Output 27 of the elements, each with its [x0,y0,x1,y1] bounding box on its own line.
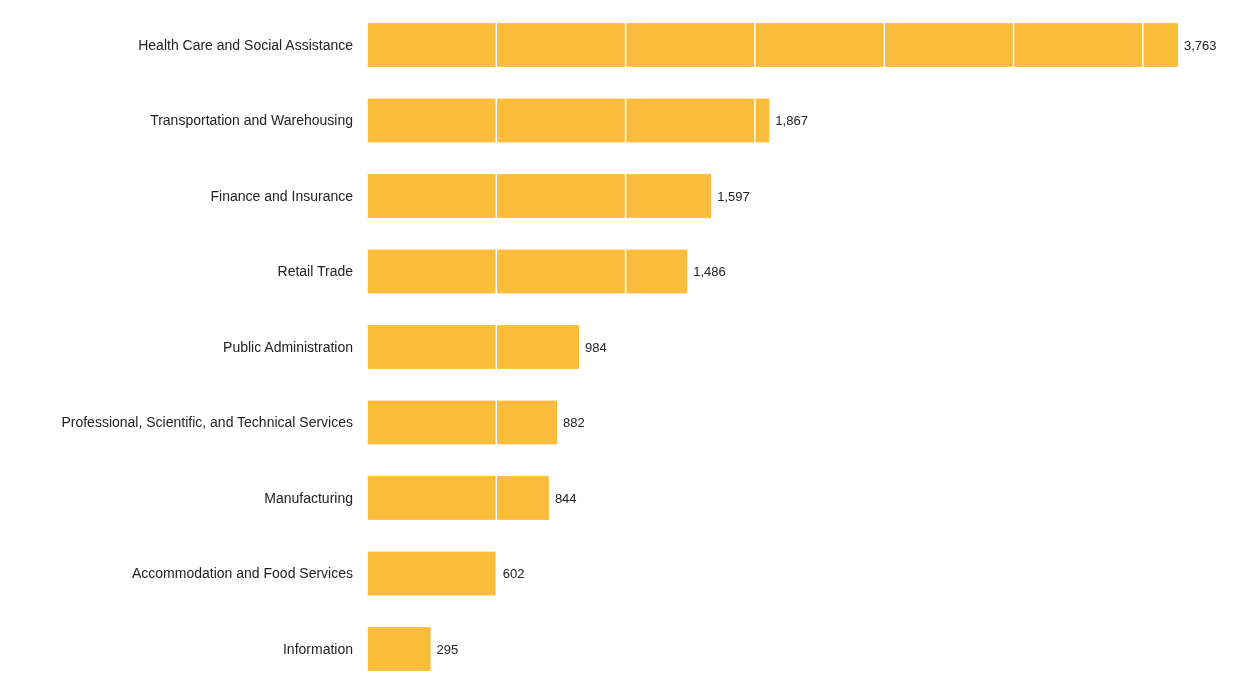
data-label: 984 [585,339,607,355]
y-tick-label: Accommodation and Food Services [132,565,353,582]
data-label: 3,763 [1184,37,1217,53]
y-tick-label: Professional, Scientific, and Technical Services [61,414,353,431]
bar [367,174,712,218]
bar [367,551,497,596]
y-tick-label: Public Administration [223,338,353,355]
bar [367,400,558,445]
y-tick-label: Information [282,640,353,657]
y-tick-label: Health Care and Social Assistance [138,36,354,53]
y-tick-label: Finance and Insurance [210,187,354,204]
bar [367,98,770,143]
data-label: 882 [563,415,585,431]
y-tick-label: Transportation and Warehousing [150,112,353,129]
bar [367,23,1178,67]
data-label: 1,597 [717,188,750,204]
bar [367,476,549,520]
data-label: 1,486 [693,264,726,280]
data-label: 295 [436,641,459,657]
data-label: 602 [502,566,525,582]
y-tick-label: Retail Trade [277,263,354,280]
bar [367,627,431,671]
y-tick-label: Manufacturing [264,489,353,506]
bar [367,249,688,294]
bar [367,325,580,369]
data-label: 1,867 [775,113,808,129]
data-label: 844 [554,490,577,506]
